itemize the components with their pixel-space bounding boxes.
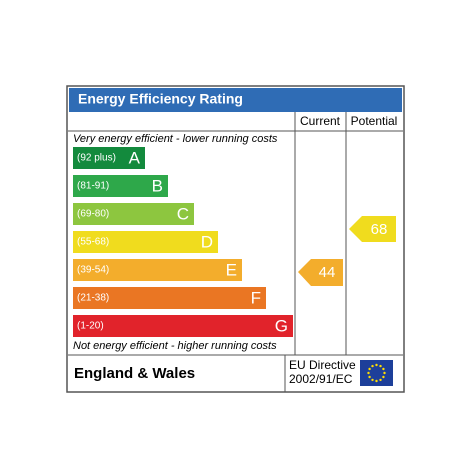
band-letter: F	[251, 288, 261, 307]
band-range: (55-68)	[77, 237, 109, 248]
potential-value: 68	[371, 221, 388, 238]
star	[368, 375, 371, 379]
band-letter: D	[201, 232, 213, 251]
star	[379, 378, 382, 382]
star	[367, 371, 370, 375]
title-bar	[69, 88, 402, 112]
band	[73, 175, 168, 197]
directive: 2002/91/EC	[289, 372, 353, 386]
band-letter: G	[275, 316, 288, 335]
band-range: (81-91)	[77, 181, 109, 192]
band-letter: B	[152, 176, 163, 195]
star	[371, 364, 374, 368]
band	[73, 203, 194, 225]
band-letter: A	[129, 148, 141, 167]
potential-arrow	[349, 216, 396, 242]
current-value: 44	[319, 264, 336, 281]
current-arrow	[298, 259, 343, 286]
title: Energy Efficiency Rating	[78, 91, 243, 107]
band-range: (39-54)	[77, 265, 109, 276]
band-letter: E	[226, 260, 237, 279]
directive: EU Directive	[289, 358, 356, 372]
star	[368, 367, 371, 371]
eu-stars	[367, 363, 386, 383]
band-range: (92 plus)	[77, 153, 116, 164]
star	[383, 371, 386, 375]
band	[73, 259, 242, 281]
star	[375, 379, 378, 383]
region: England & Wales	[74, 365, 195, 382]
band-range: (1-20)	[77, 321, 104, 332]
band-letter: C	[177, 204, 189, 223]
star	[382, 375, 385, 379]
star	[375, 363, 378, 367]
band	[73, 315, 293, 337]
band-range: (21-38)	[77, 293, 109, 304]
star	[371, 378, 374, 382]
star	[379, 364, 382, 368]
column-header: Potential	[351, 114, 398, 128]
band	[73, 287, 266, 309]
bottom-note: Not energy efficient - higher running co…	[73, 340, 277, 352]
top-note: Very energy efficient - lower running co…	[73, 133, 278, 145]
band	[73, 231, 218, 253]
band	[73, 147, 145, 169]
column-header: Current	[300, 114, 341, 128]
star	[382, 367, 385, 371]
band-range: (69-80)	[77, 209, 109, 220]
